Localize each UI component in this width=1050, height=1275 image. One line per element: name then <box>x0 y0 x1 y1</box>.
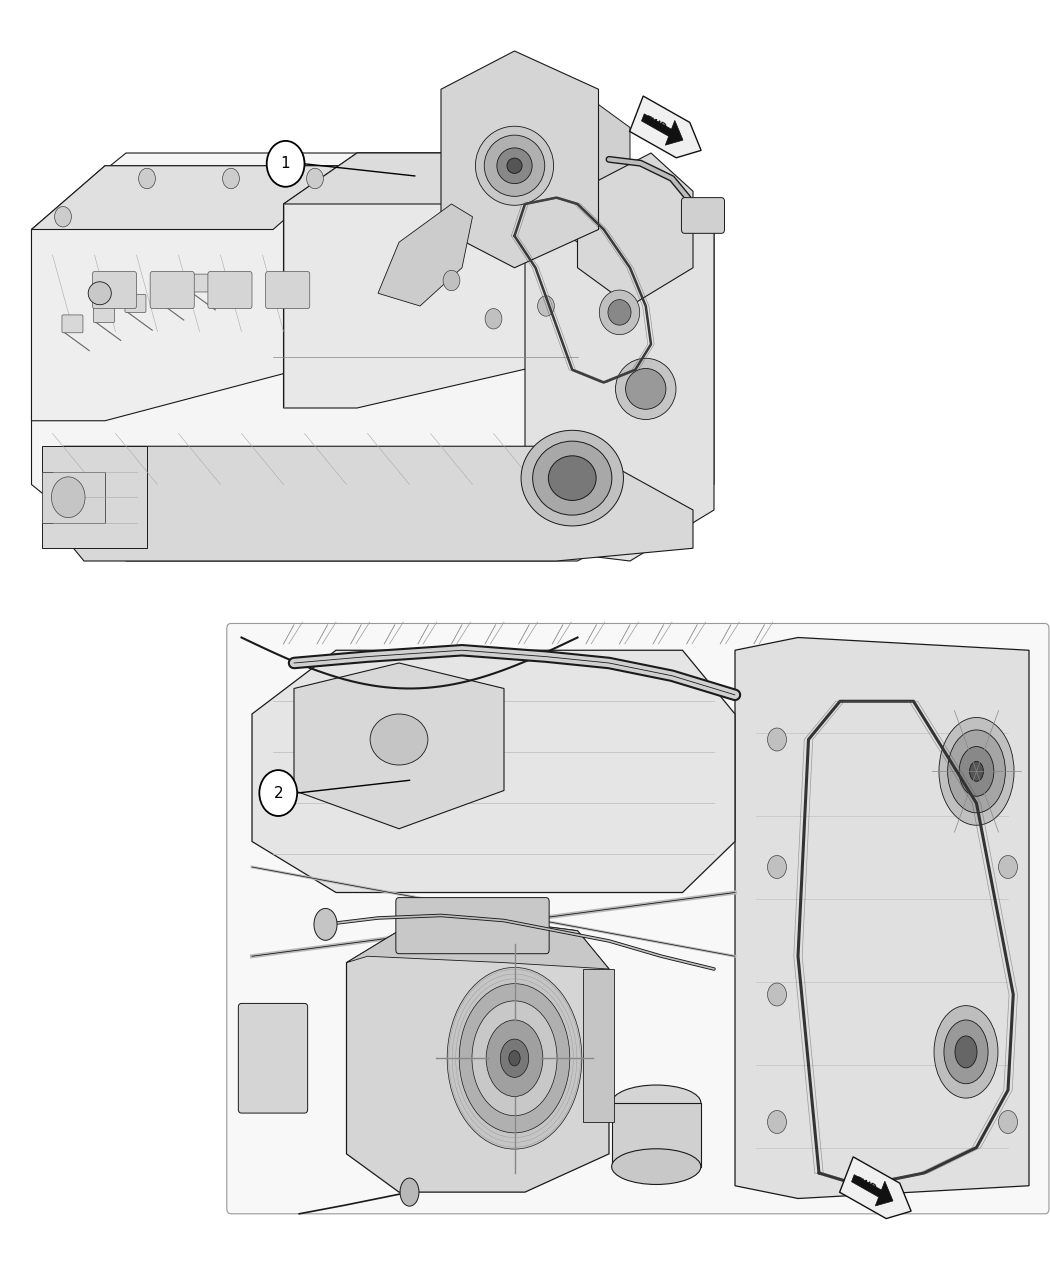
FancyBboxPatch shape <box>611 1103 701 1167</box>
Ellipse shape <box>314 908 337 941</box>
Ellipse shape <box>507 158 522 173</box>
Ellipse shape <box>476 126 553 205</box>
Polygon shape <box>630 96 701 158</box>
Ellipse shape <box>611 1085 701 1121</box>
FancyBboxPatch shape <box>150 272 194 309</box>
Ellipse shape <box>939 718 1014 825</box>
FancyBboxPatch shape <box>227 623 1049 1214</box>
Circle shape <box>223 168 239 189</box>
Text: 2: 2 <box>273 785 284 801</box>
Ellipse shape <box>548 456 596 501</box>
Circle shape <box>999 1111 1017 1133</box>
Text: 1: 1 <box>280 157 291 171</box>
Polygon shape <box>378 204 472 306</box>
Circle shape <box>538 296 554 316</box>
FancyBboxPatch shape <box>92 272 136 309</box>
FancyBboxPatch shape <box>238 1003 308 1113</box>
Polygon shape <box>525 89 630 242</box>
FancyBboxPatch shape <box>93 305 114 323</box>
Polygon shape <box>63 446 693 561</box>
Ellipse shape <box>370 714 428 765</box>
Ellipse shape <box>497 148 532 184</box>
Circle shape <box>768 856 786 878</box>
Ellipse shape <box>521 431 624 525</box>
Polygon shape <box>346 912 609 1192</box>
FancyBboxPatch shape <box>681 198 724 233</box>
Polygon shape <box>735 638 1029 1198</box>
FancyBboxPatch shape <box>156 284 177 302</box>
Ellipse shape <box>969 761 984 782</box>
Ellipse shape <box>600 291 639 335</box>
Polygon shape <box>578 153 693 306</box>
Ellipse shape <box>400 1178 419 1206</box>
Ellipse shape <box>472 1001 556 1116</box>
FancyBboxPatch shape <box>62 315 83 333</box>
Ellipse shape <box>509 1051 520 1066</box>
Polygon shape <box>525 153 714 561</box>
Ellipse shape <box>88 282 111 305</box>
Ellipse shape <box>960 747 993 796</box>
Ellipse shape <box>459 984 570 1132</box>
Ellipse shape <box>934 1006 997 1098</box>
Ellipse shape <box>947 729 1006 813</box>
Polygon shape <box>852 1174 892 1206</box>
Polygon shape <box>840 1156 911 1219</box>
Polygon shape <box>583 969 614 1122</box>
Polygon shape <box>642 113 682 145</box>
Polygon shape <box>42 472 105 523</box>
Polygon shape <box>32 166 347 230</box>
Ellipse shape <box>615 358 676 419</box>
FancyBboxPatch shape <box>396 898 549 954</box>
FancyBboxPatch shape <box>188 274 209 292</box>
Ellipse shape <box>956 1035 976 1068</box>
Ellipse shape <box>532 441 612 515</box>
Circle shape <box>267 140 304 186</box>
Circle shape <box>307 168 323 189</box>
Ellipse shape <box>486 1020 543 1096</box>
Polygon shape <box>252 650 735 892</box>
Circle shape <box>139 168 155 189</box>
Ellipse shape <box>500 1039 528 1077</box>
Polygon shape <box>32 166 347 421</box>
Circle shape <box>259 770 297 816</box>
Polygon shape <box>284 153 578 408</box>
Ellipse shape <box>484 135 545 196</box>
Circle shape <box>55 207 71 227</box>
Text: FWD: FWD <box>642 115 667 133</box>
Ellipse shape <box>626 368 666 409</box>
Polygon shape <box>42 446 147 548</box>
Text: FWD: FWD <box>852 1176 877 1193</box>
Polygon shape <box>346 912 609 969</box>
Polygon shape <box>441 51 598 268</box>
Circle shape <box>51 477 85 518</box>
Polygon shape <box>294 663 504 829</box>
Ellipse shape <box>944 1020 988 1084</box>
FancyBboxPatch shape <box>266 272 310 309</box>
Ellipse shape <box>611 1149 701 1184</box>
Circle shape <box>768 1111 786 1133</box>
Circle shape <box>768 728 786 751</box>
FancyBboxPatch shape <box>208 272 252 309</box>
Polygon shape <box>32 153 714 561</box>
Ellipse shape <box>447 968 582 1149</box>
Circle shape <box>443 270 460 291</box>
Circle shape <box>999 856 1017 878</box>
Circle shape <box>768 983 786 1006</box>
Ellipse shape <box>608 300 631 325</box>
Circle shape <box>485 309 502 329</box>
FancyBboxPatch shape <box>125 295 146 312</box>
Polygon shape <box>284 153 578 204</box>
